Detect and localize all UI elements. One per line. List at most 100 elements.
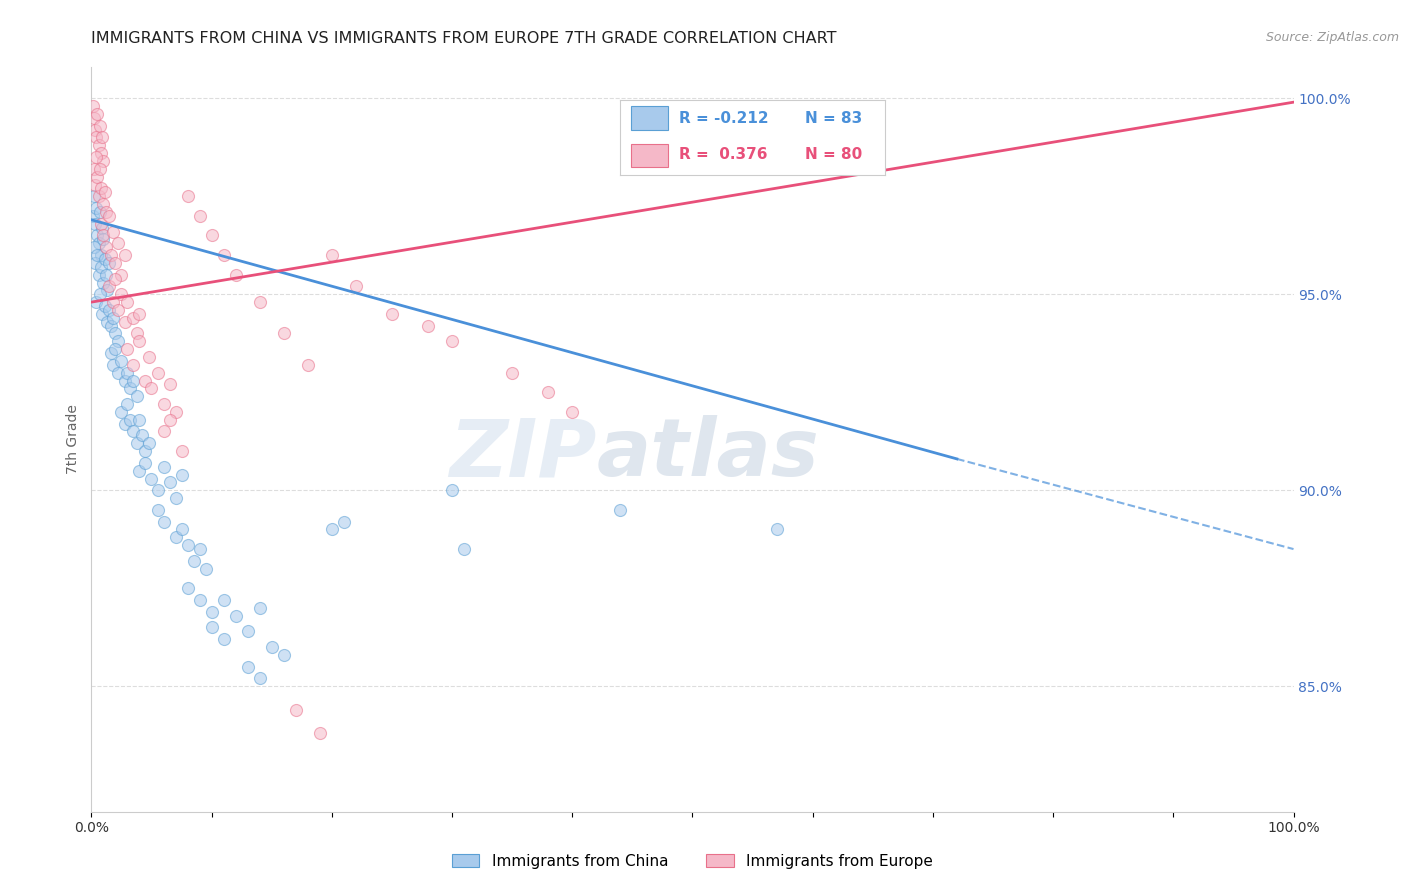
Point <box>104 256 127 270</box>
Point <box>138 350 160 364</box>
Point <box>188 542 211 557</box>
Point <box>183 554 205 568</box>
Point <box>381 307 404 321</box>
Point <box>84 256 107 270</box>
Point <box>84 130 107 145</box>
Point <box>141 471 163 485</box>
Point <box>765 523 787 537</box>
Point <box>110 354 132 368</box>
Point <box>110 268 132 282</box>
Point <box>83 189 105 203</box>
Point <box>83 240 105 254</box>
Point <box>114 248 136 262</box>
Point <box>110 405 132 419</box>
Point <box>122 425 145 439</box>
Point <box>87 138 110 153</box>
Point <box>114 417 136 431</box>
Point <box>501 366 523 380</box>
Point <box>101 225 124 239</box>
Point <box>93 232 115 246</box>
Point <box>125 326 148 341</box>
Point <box>93 299 115 313</box>
Point <box>107 334 129 349</box>
Point <box>91 130 114 145</box>
Point <box>82 99 104 113</box>
Point <box>100 248 122 262</box>
Legend: Immigrants from China, Immigrants from Europe: Immigrants from China, Immigrants from E… <box>446 847 939 875</box>
Point <box>159 475 181 490</box>
Point <box>165 405 187 419</box>
Point <box>125 436 148 450</box>
Point <box>128 413 150 427</box>
Point <box>170 523 193 537</box>
Point <box>225 268 247 282</box>
Point <box>86 107 108 121</box>
Point <box>114 315 136 329</box>
Point <box>440 334 463 349</box>
Point <box>89 161 111 176</box>
Point <box>212 593 235 607</box>
Point <box>84 150 107 164</box>
Point <box>146 483 169 498</box>
Point <box>273 648 295 662</box>
Point <box>159 413 181 427</box>
Point <box>104 271 127 285</box>
Point <box>152 459 174 474</box>
Point <box>100 346 122 360</box>
Point <box>201 605 224 619</box>
Point <box>236 624 259 639</box>
Point <box>122 358 145 372</box>
Point <box>84 122 107 136</box>
Point <box>273 326 295 341</box>
Point <box>94 240 117 254</box>
Text: atlas: atlas <box>596 415 820 493</box>
Point <box>159 377 181 392</box>
Point <box>117 366 139 380</box>
Point <box>260 640 283 654</box>
Point <box>98 209 121 223</box>
Point <box>146 503 169 517</box>
Point <box>122 374 145 388</box>
Point <box>117 295 139 310</box>
Point <box>128 307 150 321</box>
Point <box>84 178 107 192</box>
Point <box>96 284 118 298</box>
Point <box>93 153 115 168</box>
Point <box>84 217 107 231</box>
Point <box>118 413 141 427</box>
Point <box>93 276 115 290</box>
Point <box>609 503 631 517</box>
Point <box>440 483 463 498</box>
Point <box>165 530 187 544</box>
Point <box>122 310 145 325</box>
Text: R = -0.212: R = -0.212 <box>679 111 768 126</box>
Point <box>86 228 108 243</box>
Point <box>170 467 193 482</box>
Point <box>131 428 153 442</box>
Point <box>170 444 193 458</box>
Point <box>176 581 198 595</box>
Text: N = 80: N = 80 <box>806 146 863 161</box>
Point <box>94 268 117 282</box>
Point <box>91 220 114 235</box>
Point <box>101 358 124 372</box>
Point <box>89 287 111 301</box>
Point <box>321 248 343 262</box>
Point <box>84 201 107 215</box>
Point <box>107 302 129 317</box>
Text: IMMIGRANTS FROM CHINA VS IMMIGRANTS FROM EUROPE 7TH GRADE CORRELATION CHART: IMMIGRANTS FROM CHINA VS IMMIGRANTS FROM… <box>91 31 837 46</box>
Text: R =  0.376: R = 0.376 <box>679 146 768 161</box>
Point <box>98 256 121 270</box>
Point <box>212 248 235 262</box>
Point <box>87 268 110 282</box>
Text: ZIP: ZIP <box>449 415 596 493</box>
FancyBboxPatch shape <box>631 106 668 130</box>
Point <box>249 672 271 686</box>
Point <box>134 456 156 470</box>
Text: Source: ZipAtlas.com: Source: ZipAtlas.com <box>1265 31 1399 45</box>
Point <box>94 205 117 219</box>
Point <box>110 287 132 301</box>
Point <box>284 703 307 717</box>
Point <box>561 405 583 419</box>
Point <box>83 161 105 176</box>
